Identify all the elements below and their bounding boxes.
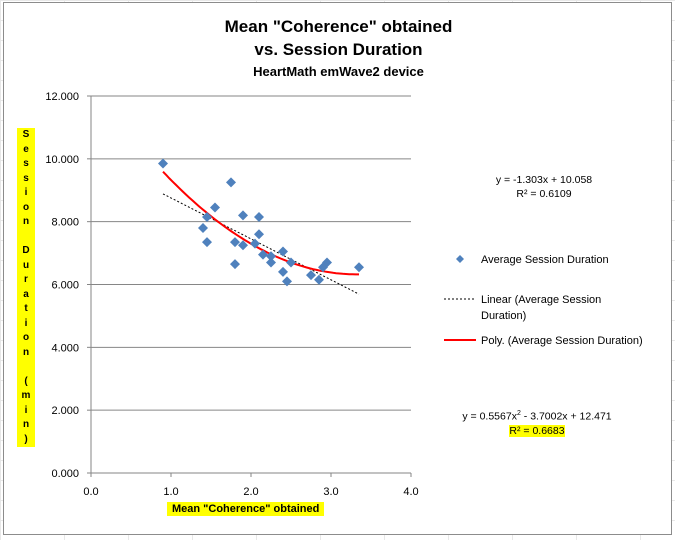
data-point [230, 259, 240, 270]
data-point [202, 211, 212, 222]
x-tick-label: 4.0 [403, 486, 418, 498]
y-axis-label-char: a [23, 288, 29, 300]
y-axis-label-char: e [23, 143, 29, 155]
data-point [238, 240, 248, 251]
x-tick-label: 3.0 [323, 486, 338, 498]
y-axis-label-char [25, 232, 28, 242]
linear-equation: y = -1.303x + 10.058 [495, 174, 593, 186]
data-point [254, 229, 264, 240]
y-tick-label: 2.000 [51, 405, 79, 417]
data-point [314, 274, 324, 285]
data-point [258, 249, 268, 260]
data-point [198, 222, 208, 233]
data-point [278, 246, 288, 257]
data-point [322, 257, 332, 268]
y-axis-label-char: r [24, 274, 28, 286]
y-axis-label-char [25, 362, 28, 372]
legend-marker-series [456, 255, 464, 263]
y-tick-label: 8.000 [51, 217, 79, 229]
y-axis-label-char: i [24, 187, 28, 199]
y-axis-label-char: s [23, 172, 29, 184]
y-axis-label-char: i [24, 404, 28, 416]
poly-trendline [162, 171, 359, 276]
y-axis-label-char: i [24, 317, 28, 329]
data-point [202, 237, 212, 248]
y-tick-label: 12.000 [45, 91, 79, 103]
y-axis-label-char: o [22, 332, 30, 344]
y-axis-label-char: n [22, 216, 30, 228]
y-tick-label: 4.000 [51, 342, 79, 354]
linear-trendline [162, 193, 360, 295]
chart-subtitle: HeartMath emWave2 device [253, 64, 424, 79]
data-point [266, 251, 276, 262]
y-axis-label-char: t [24, 303, 28, 315]
x-tick-label: 2.0 [243, 486, 258, 498]
data-point [230, 237, 240, 248]
y-tick-label: 6.000 [51, 280, 79, 292]
data-point [158, 158, 168, 169]
poly-equation-label: y = 0.5567x2 - 3.7002x + 12.471 R² = 0.6… [447, 407, 627, 438]
y-axis-label-char: n [22, 419, 30, 431]
y-tick-label: 10.000 [45, 154, 79, 166]
y-axis-label-char: ( [24, 375, 28, 387]
data-point [286, 257, 296, 268]
data-point [266, 257, 276, 268]
poly-equation: y = 0.5567x2 - 3.7002x + 12.471 [462, 410, 612, 423]
y-axis-label-char: u [22, 259, 30, 271]
y-axis-label-char: o [22, 201, 30, 213]
poly-r2: R² = 0.6683 [509, 424, 565, 437]
data-point [306, 270, 316, 281]
x-tick-label: 0.0 [83, 486, 98, 498]
chart-title-line2: vs. Session Duration [254, 40, 423, 59]
data-point [254, 211, 264, 222]
chart-area[interactable]: Mean "Coherence" obtained vs. Session Du… [3, 2, 672, 535]
y-axis-label-char: ) [24, 433, 28, 445]
y-axis-label-char: S [22, 129, 30, 140]
linear-equation-label: y = -1.303x + 10.058 R² = 0.6109 [474, 173, 614, 201]
y-axis-label-char: s [23, 158, 29, 170]
y-axis-label-char: D [22, 245, 30, 257]
data-point [226, 177, 236, 188]
x-tick-label: 1.0 [163, 486, 178, 498]
data-point [250, 238, 260, 249]
data-point [238, 210, 248, 221]
y-axis-label-char: m [21, 390, 31, 402]
chart-title: Mean "Coherence" obtained [224, 17, 453, 36]
data-point [354, 262, 364, 273]
data-point [282, 276, 292, 287]
legend-label-poly: Poly. (Average Session Duration) [481, 335, 643, 347]
data-point [210, 202, 220, 213]
data-point [278, 266, 288, 277]
legend-label-linear: Linear (Average Session Duration) [481, 294, 602, 322]
linear-r2: R² = 0.6109 [516, 188, 572, 200]
x-axis-label: Mean "Coherence" obtained [167, 502, 325, 516]
legend-label-series: Average Session Duration [481, 254, 609, 266]
y-axis-label-char: n [22, 346, 30, 358]
y-tick-label: 0.000 [51, 468, 79, 480]
